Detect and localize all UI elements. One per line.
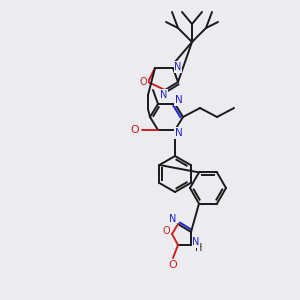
- Text: N: N: [174, 62, 182, 72]
- Text: O: O: [139, 77, 147, 87]
- Text: N: N: [175, 128, 183, 138]
- Text: N: N: [192, 237, 200, 247]
- Text: O: O: [169, 260, 177, 270]
- Text: H: H: [195, 243, 203, 253]
- Text: O: O: [130, 125, 140, 135]
- Text: N: N: [160, 90, 168, 100]
- Text: O: O: [162, 226, 170, 236]
- Text: N: N: [175, 95, 183, 105]
- Text: N: N: [169, 214, 177, 224]
